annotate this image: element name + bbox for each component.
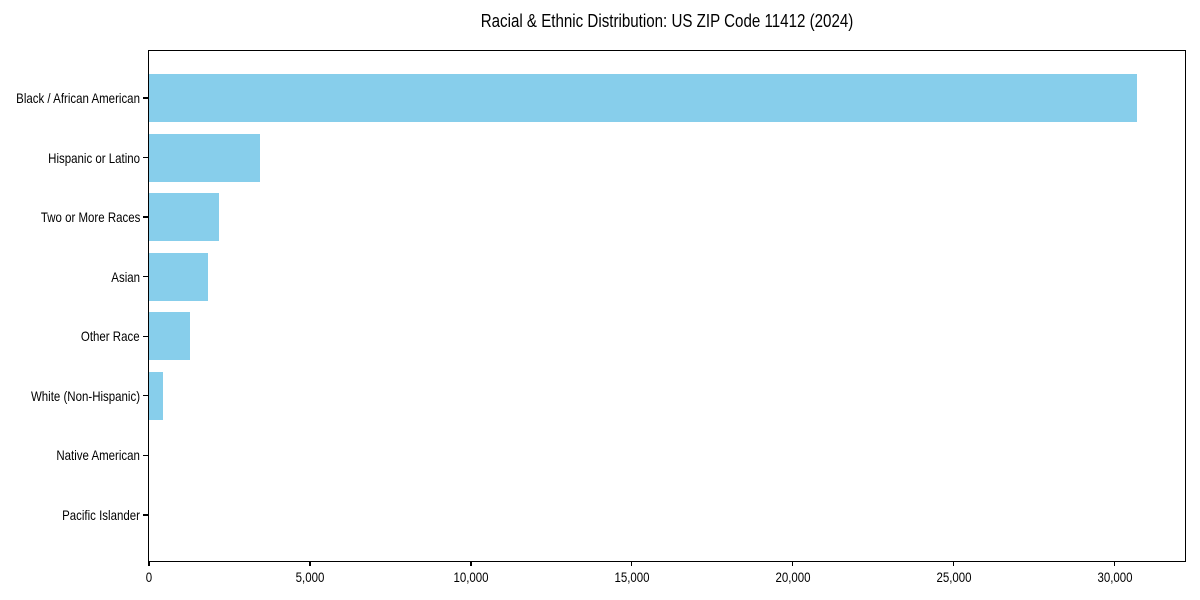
x-tick-label: 5,000 <box>295 569 325 585</box>
y-axis-label: Asian <box>111 268 140 285</box>
y-axis-tick <box>143 454 149 457</box>
x-axis-tick <box>1113 561 1116 566</box>
y-axis-label: Black / African American <box>16 90 140 106</box>
plot-area: Black / African American Hispanic or Lati… <box>16 50 1186 585</box>
y-axis-tick <box>143 216 149 218</box>
x-tick-label: 20,000 <box>775 569 811 585</box>
y-axis-label: Hispanic or Latino <box>48 149 140 166</box>
y-axis-label: White (Non-Hispanic) <box>30 387 140 404</box>
y-axis-tick <box>143 335 149 337</box>
y-axis-label: Other Race <box>81 328 140 345</box>
y-axis-tick <box>143 276 149 278</box>
x-axis-tick <box>309 561 311 566</box>
bar-two-or-more-races <box>149 193 219 242</box>
y-axis-label: Native American <box>56 447 140 464</box>
y-axis-tick <box>143 395 149 397</box>
bar-hispanic-or-latino <box>149 133 261 182</box>
bar-other-race <box>149 312 190 361</box>
x-axis-tick <box>953 561 955 566</box>
bar-asian <box>149 252 208 301</box>
y-axis-label: Pacific Islander <box>62 506 140 523</box>
bar-white-non-hispanic <box>149 371 163 420</box>
x-tick-label: 15,000 <box>614 569 650 585</box>
x-tick-label: 10,000 <box>453 569 489 585</box>
x-tick-label: 25,000 <box>936 569 972 585</box>
chart-title: Racial & Ethnic Distribution: US ZIP Cod… <box>480 11 854 31</box>
bar-black-african-american <box>149 74 1138 122</box>
x-axis-tick <box>148 561 150 566</box>
y-axis-tick <box>143 514 149 516</box>
x-axis-tick <box>470 561 472 566</box>
y-axis-tick <box>143 156 149 159</box>
y-axis-tick <box>143 97 149 99</box>
x-axis-tick <box>631 561 633 566</box>
x-tick-label: 0 <box>145 569 153 585</box>
x-tick-label: 30,000 <box>1097 569 1133 585</box>
x-axis-tick <box>792 561 794 566</box>
y-axis-label: Two or More Races <box>40 209 140 226</box>
